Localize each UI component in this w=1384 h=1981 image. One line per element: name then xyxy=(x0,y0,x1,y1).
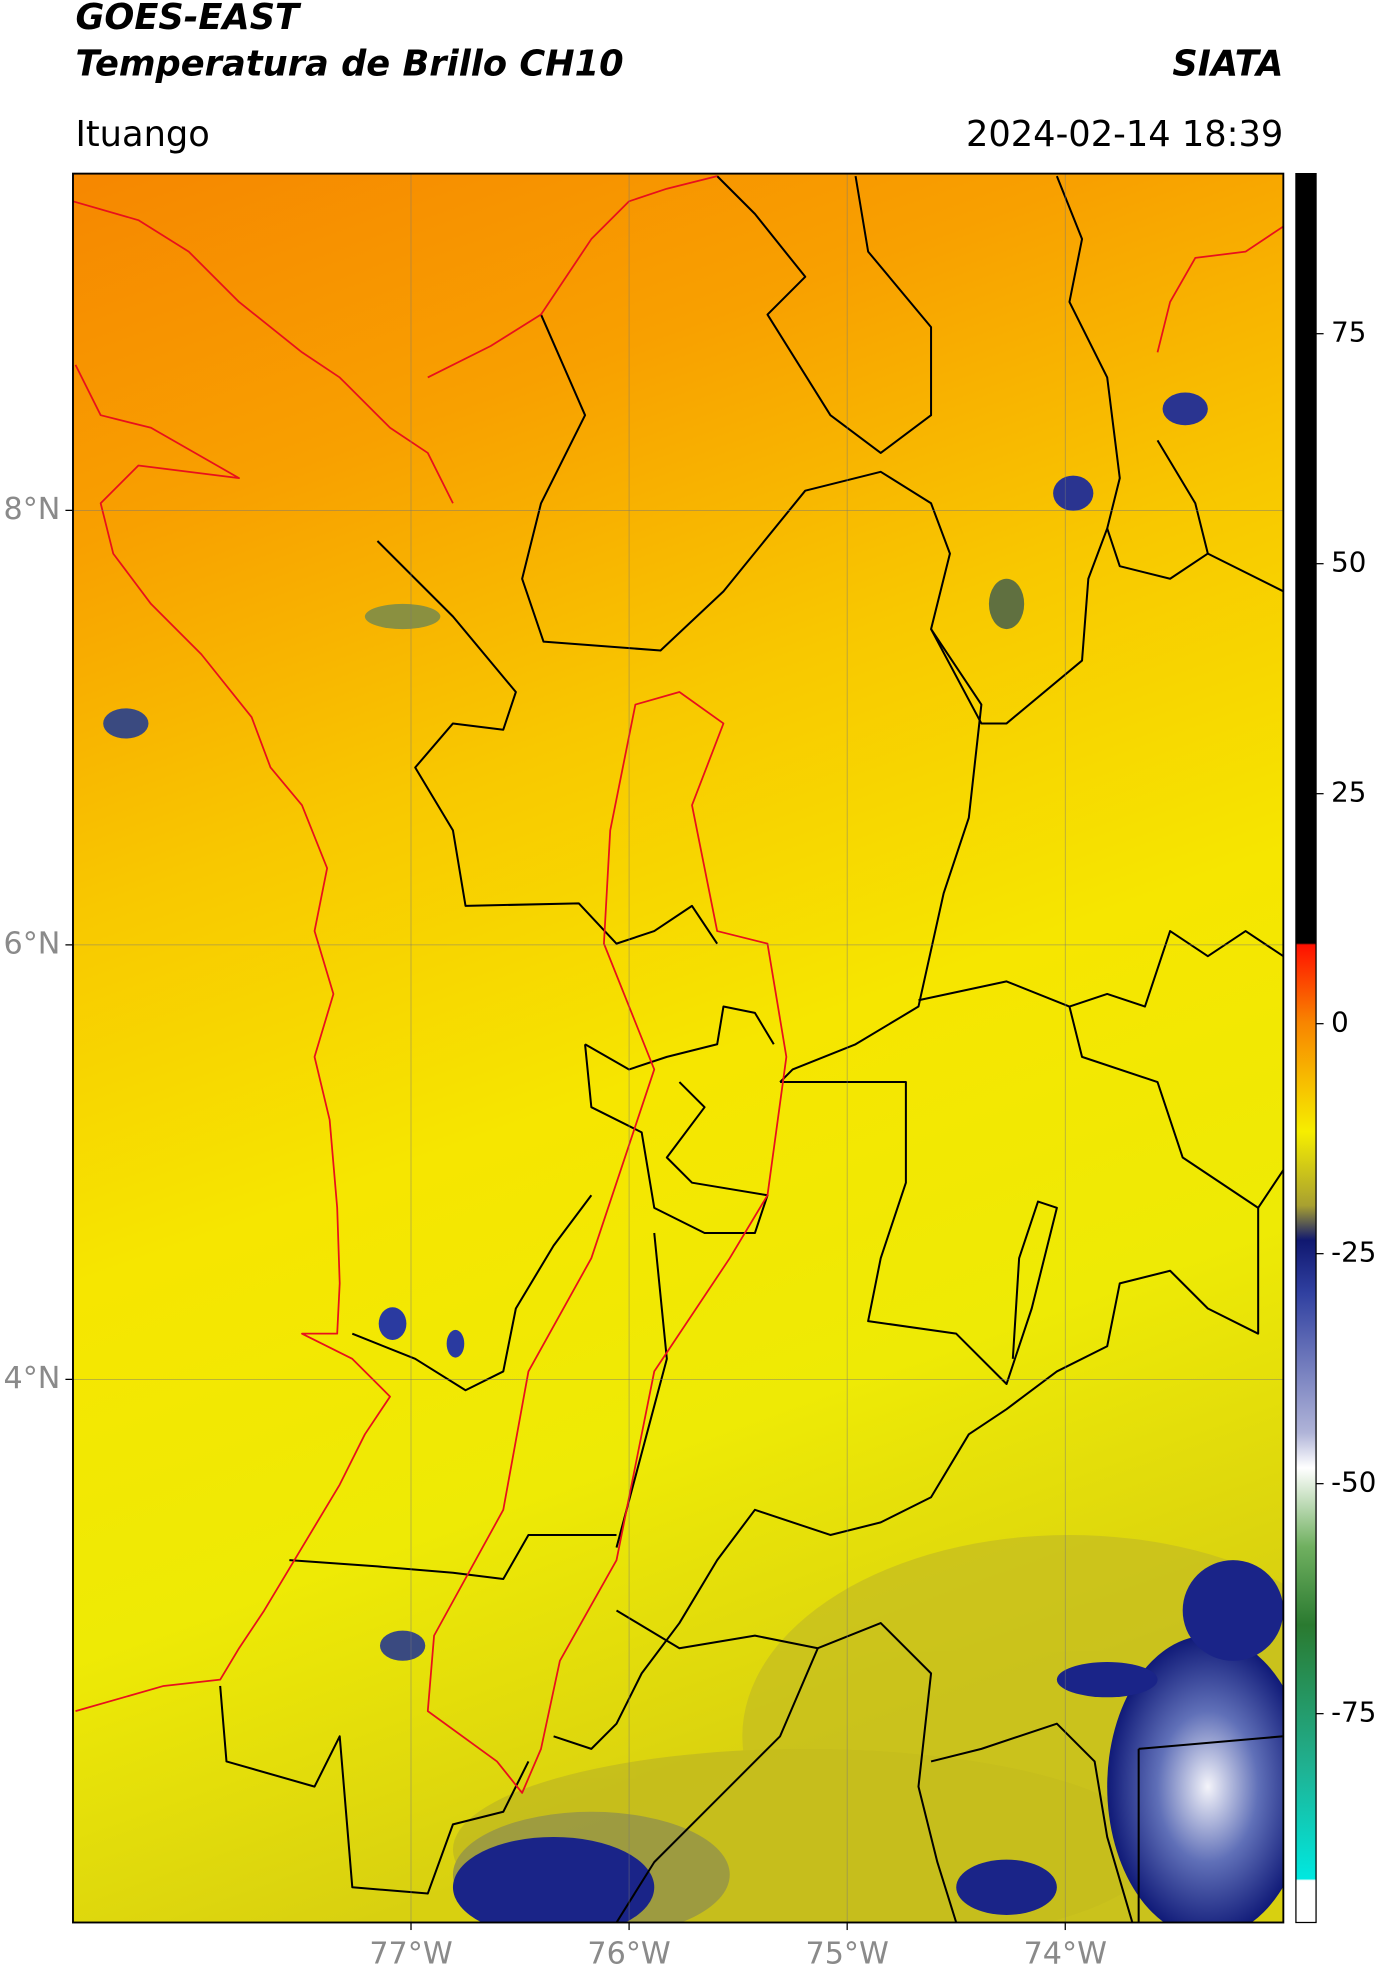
colorbar-tick-label: 50 xyxy=(1331,546,1366,579)
subtitle: Temperatura de Brillo CH10 xyxy=(75,43,623,84)
colorbar-tick-label: 0 xyxy=(1331,1006,1349,1039)
map-frame xyxy=(72,172,1285,1924)
map-layer xyxy=(72,173,1284,1923)
x-tick-label: 74°W xyxy=(1024,1937,1107,1972)
credit: SIATA xyxy=(1172,43,1283,84)
colorbar-tick-label: 75 xyxy=(1331,316,1366,349)
colorbar-tick-label: -75 xyxy=(1331,1696,1376,1729)
location: Ituango xyxy=(75,114,209,155)
y-tick-label: 8°N xyxy=(4,492,61,527)
colorbar-tick-label: -50 xyxy=(1331,1466,1376,1499)
coastlines xyxy=(72,175,1284,1794)
timestamp: 2024-02-14 18:39 xyxy=(966,114,1283,155)
x-tick-label: 75°W xyxy=(805,1937,888,1972)
y-tick-label: 4°N xyxy=(4,1361,61,1396)
grid xyxy=(72,173,1284,1923)
convective-cells xyxy=(103,392,1284,1923)
colorbar-tick-label: 25 xyxy=(1331,776,1366,809)
x-tick-label: 76°W xyxy=(587,1937,670,1972)
x-tick-label: 77°W xyxy=(369,1937,452,1972)
colorbar-tick-label: -25 xyxy=(1331,1236,1376,1269)
colorbar xyxy=(1295,172,1317,1924)
title: GOES-EAST xyxy=(75,0,302,38)
y-tick-label: 6°N xyxy=(4,926,61,961)
